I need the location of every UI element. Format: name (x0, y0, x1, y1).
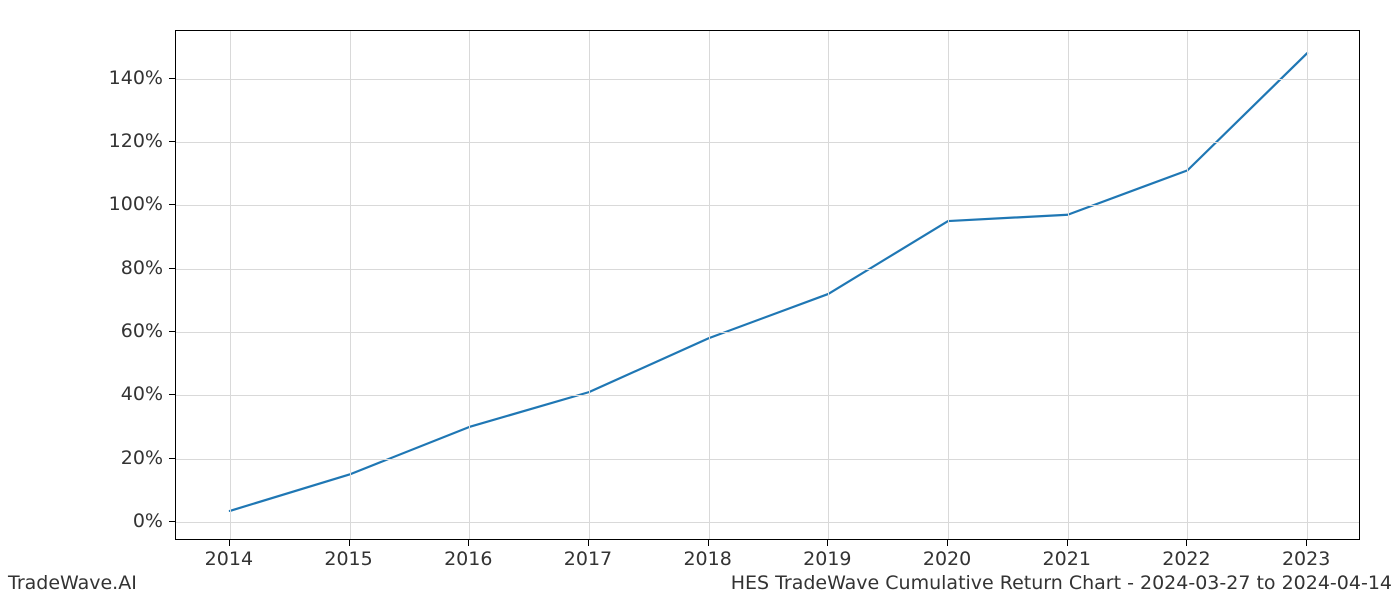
x-tick (1186, 540, 1187, 546)
x-tick (708, 540, 709, 546)
x-tick-label: 2021 (1043, 548, 1091, 570)
grid-v (1307, 31, 1308, 539)
y-tick (169, 78, 175, 79)
x-tick-label: 2016 (444, 548, 492, 570)
x-tick (1306, 540, 1307, 546)
x-tick (468, 540, 469, 546)
y-tick (169, 141, 175, 142)
y-tick (169, 204, 175, 205)
y-tick-label: 40% (121, 383, 163, 405)
y-tick-label: 20% (121, 447, 163, 469)
x-tick (827, 540, 828, 546)
x-tick-label: 2017 (564, 548, 612, 570)
x-tick-label: 2019 (803, 548, 851, 570)
y-tick (169, 268, 175, 269)
footer-right-text: HES TradeWave Cumulative Return Chart - … (731, 572, 1392, 594)
y-tick-label: 60% (121, 320, 163, 342)
grid-h (176, 332, 1359, 333)
grid-v (469, 31, 470, 539)
y-tick-label: 0% (133, 510, 163, 532)
grid-h (176, 142, 1359, 143)
x-tick (1067, 540, 1068, 546)
y-tick (169, 394, 175, 395)
y-tick-label: 100% (109, 193, 163, 215)
grid-h (176, 459, 1359, 460)
grid-v (709, 31, 710, 539)
chart-container: TradeWave.AI HES TradeWave Cumulative Re… (0, 0, 1400, 600)
y-tick-label: 80% (121, 257, 163, 279)
grid-h (176, 79, 1359, 80)
x-tick-label: 2015 (324, 548, 372, 570)
x-tick (947, 540, 948, 546)
x-tick (349, 540, 350, 546)
grid-v (350, 31, 351, 539)
grid-v (230, 31, 231, 539)
plot-area (175, 30, 1360, 540)
grid-h (176, 522, 1359, 523)
grid-v (1068, 31, 1069, 539)
y-tick-label: 120% (109, 130, 163, 152)
grid-v (1187, 31, 1188, 539)
x-tick (229, 540, 230, 546)
y-tick (169, 331, 175, 332)
y-tick (169, 458, 175, 459)
x-tick (588, 540, 589, 546)
grid-h (176, 205, 1359, 206)
grid-h (176, 395, 1359, 396)
y-tick (169, 521, 175, 522)
x-tick-label: 2022 (1162, 548, 1210, 570)
x-tick-label: 2018 (683, 548, 731, 570)
line-series (176, 31, 1361, 541)
x-tick-label: 2014 (205, 548, 253, 570)
grid-v (828, 31, 829, 539)
footer-left-text: TradeWave.AI (8, 572, 137, 594)
x-tick-label: 2020 (923, 548, 971, 570)
grid-v (589, 31, 590, 539)
grid-h (176, 269, 1359, 270)
x-tick-label: 2023 (1282, 548, 1330, 570)
y-tick-label: 140% (109, 67, 163, 89)
grid-v (948, 31, 949, 539)
